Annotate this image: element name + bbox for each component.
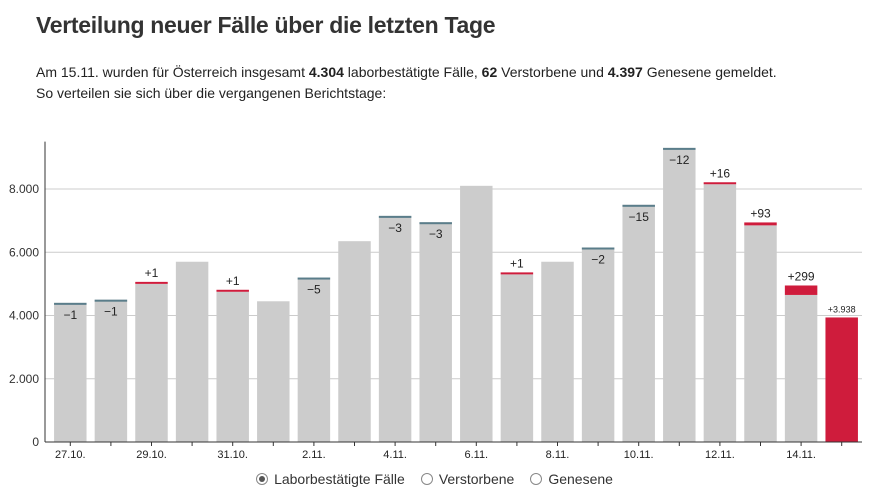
legend-label-deaths: Verstorbene	[438, 471, 515, 487]
x-tick-label: 29.10.	[136, 449, 167, 461]
page-title: Verteilung neuer Fälle über die letzten …	[36, 12, 496, 38]
bar-change-label: +1	[510, 256, 524, 270]
bar-increase	[703, 182, 737, 185]
bar-change-label: −1	[63, 308, 77, 322]
bar-increase	[825, 317, 858, 442]
bar	[94, 299, 128, 442]
bar	[135, 283, 168, 442]
bar-decrease	[94, 299, 128, 302]
x-tick-label: 2.11.	[302, 449, 326, 461]
bar-change-label: +299	[788, 269, 815, 283]
x-tick-label: 6.11.	[464, 449, 488, 461]
y-tick-label: 4.000	[9, 309, 39, 323]
y-tick-label: 0	[32, 435, 39, 449]
bar-change-label: −3	[429, 227, 443, 241]
bar	[622, 204, 655, 442]
bar-change-label: −5	[307, 283, 321, 297]
bar	[784, 294, 818, 442]
x-tick-label: 4.11.	[383, 449, 407, 461]
x-tick-label: 10.11.	[624, 449, 654, 461]
bar-change-label: −1	[104, 305, 118, 319]
subtitle-recovered: 4.397	[607, 64, 643, 80]
bar	[378, 215, 412, 442]
bar-decrease	[622, 204, 655, 207]
bar	[257, 301, 290, 442]
bar-decrease	[419, 222, 452, 225]
bar	[54, 302, 87, 442]
bar	[216, 291, 249, 442]
bar-change-label: +93	[750, 206, 771, 220]
bar-chart: 0 2.000 4.000 6.000 8.000 −1 27.10. −1 +1 29.10. +…	[9, 141, 862, 461]
x-tick-label: 8.11.	[546, 449, 570, 461]
legend-label-recovered: Genesene	[548, 471, 613, 487]
y-tick-label: 8.000	[9, 182, 39, 196]
subtitle-text-3: Verstorbene und	[497, 64, 608, 80]
bar-decrease	[54, 302, 87, 305]
bar-decrease	[297, 277, 331, 280]
chart-legend: Laborbestätigte Fälle Verstorbene Genese…	[0, 471, 869, 487]
bar-change-label: +1	[145, 266, 159, 280]
bar	[500, 274, 534, 442]
bar-increase	[744, 222, 777, 226]
bar-change-label: +16	[710, 166, 731, 180]
subtitle-text-2: laborbestätigte Fälle,	[343, 64, 482, 80]
y-tick-label: 2.000	[9, 372, 39, 386]
bar-increase	[784, 285, 818, 295]
bar	[581, 247, 615, 442]
legend-label-cases: Laborbestätigte Fälle	[274, 471, 405, 487]
x-tick-label: 27.10.	[55, 449, 86, 461]
x-tick-label: 31.10.	[217, 449, 248, 461]
radio-cases-icon[interactable]	[256, 473, 269, 485]
bar	[338, 241, 371, 442]
subtitle-line-2: So verteilen sie sich über die vergangen…	[36, 85, 387, 101]
bar	[744, 225, 777, 442]
legend-item-deaths[interactable]: Verstorbene	[420, 471, 515, 487]
bar-increase	[500, 272, 534, 275]
subtitle-text-4: Genesene gemeldet.	[642, 64, 777, 80]
bar-change-label: +1	[226, 274, 240, 288]
bar-decrease	[663, 147, 696, 150]
bar-change-label: −15	[629, 210, 650, 224]
legend-item-recovered[interactable]: Genesene	[530, 471, 613, 487]
bar-change-label: +3.938	[828, 304, 856, 314]
subtitle-cases: 4.304	[308, 64, 344, 80]
radio-recovered-icon[interactable]	[530, 473, 543, 485]
bar-change-label: −2	[591, 253, 605, 267]
legend-item-cases[interactable]: Laborbestätigte Fälle	[256, 471, 405, 487]
y-tick-label: 6.000	[9, 245, 39, 259]
bar-change-label: −3	[388, 221, 402, 235]
bar	[175, 261, 209, 442]
bar-increase	[216, 289, 249, 292]
radio-deaths-icon[interactable]	[420, 473, 433, 485]
x-tick-label: 12.11.	[705, 449, 735, 461]
x-tick-label: 14.11.	[786, 449, 816, 461]
bar-change-label: −12	[669, 153, 690, 167]
bar	[541, 261, 574, 442]
bar	[419, 222, 452, 442]
bar-increase	[135, 281, 168, 284]
bar	[297, 277, 331, 442]
bar	[460, 185, 493, 442]
bar-decrease	[378, 215, 412, 218]
bar-decrease	[581, 247, 615, 250]
bar	[663, 147, 696, 442]
subtitle-text-1: Am 15.11. wurden für Österreich insgesam…	[36, 64, 309, 80]
page-subtitle: Am 15.11. wurden für Österreich insgesam…	[36, 62, 856, 104]
subtitle-deaths: 62	[481, 64, 498, 80]
bar	[703, 184, 737, 442]
